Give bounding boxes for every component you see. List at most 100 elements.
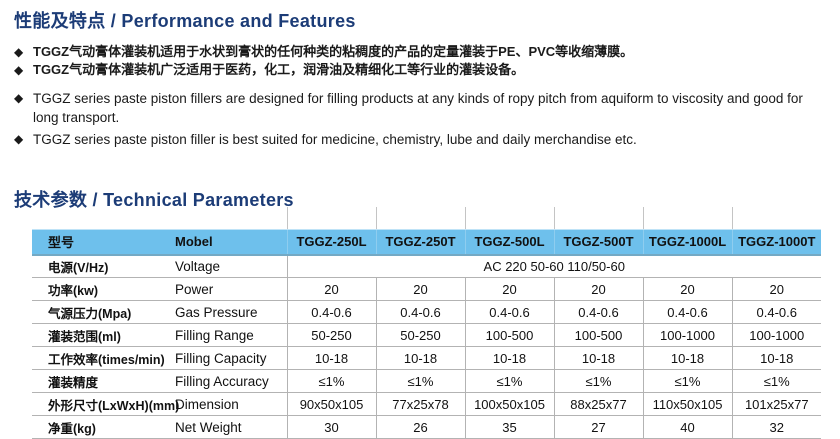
column-tick-line <box>554 207 555 229</box>
row-label-cn: 净重(kg) <box>32 415 175 439</box>
features-bullets-english: ◆ TGGZ series paste piston fillers are d… <box>14 89 826 152</box>
features-bullets-chinese: ◆ TGGZ气动膏体灌装机适用于水状到膏状的任何种类的粘稠度的产品的定量灌装于P… <box>14 43 834 79</box>
row-label-en: Net Weight <box>175 415 287 439</box>
header-model-name: TGGZ-1000L <box>642 229 732 256</box>
cell-value: ≤1% <box>553 369 643 393</box>
cell-value: 26 <box>375 415 465 439</box>
cell-value: 0.4-0.6 <box>642 300 732 324</box>
column-tick-line <box>732 207 733 229</box>
parameters-section-title: 技术参数 / Technical Parameters <box>14 190 294 210</box>
cell-value: 100-500 <box>464 323 554 347</box>
diamond-bullet-icon: ◆ <box>14 132 24 146</box>
cell-value: 40 <box>642 415 732 439</box>
table-row-filling-accuracy: 灌装精度 Filling Accuracy ≤1% ≤1% ≤1% ≤1% ≤1… <box>32 369 821 393</box>
row-label-cn: 灌装精度 <box>32 369 175 393</box>
features-section-title: 性能及特点 / Performance and Features <box>14 11 356 31</box>
row-label-cn: 外形尺寸(LxWxH)(mm) <box>32 392 179 416</box>
cell-value: ≤1% <box>464 369 554 393</box>
header-model-label-cn: 型号 <box>32 229 175 256</box>
cell-value: ≤1% <box>642 369 732 393</box>
cell-value: 101x25x77 <box>731 392 821 416</box>
row-label-cn: 工作效率(times/min) <box>32 346 175 370</box>
cell-value: 90x50x105 <box>286 392 376 416</box>
table-row-dimension: 外形尺寸(LxWxH)(mm) Dimension 90x50x105 77x2… <box>32 392 821 416</box>
feature-bullet-en-text: TGGZ series paste piston fillers are des… <box>33 91 803 125</box>
row-label-en: Power <box>175 277 287 301</box>
column-tick-line <box>287 207 288 229</box>
row-label-cn: 功率(kw) <box>32 277 175 301</box>
row-label-en: Voltage <box>175 254 287 278</box>
row-label-cn: 灌装范围(ml) <box>32 323 175 347</box>
technical-parameters-table-wrap: 型号 Mobel TGGZ-250L TGGZ-250T TGGZ-500L T… <box>32 207 822 439</box>
column-tick-line <box>643 207 644 229</box>
feature-bullet-cn: ◆ TGGZ气动膏体灌装机适用于水状到膏状的任何种类的粘稠度的产品的定量灌装于P… <box>14 43 834 61</box>
feature-bullet-en: ◆ TGGZ series paste piston fillers are d… <box>14 89 826 127</box>
table-row-voltage: 电源(V/Hz) Voltage AC 220 50-60 110/50-60 <box>32 254 821 278</box>
cell-value: ≤1% <box>286 369 376 393</box>
cell-value: 77x25x78 <box>375 392 465 416</box>
row-label-en: Dimension <box>175 392 287 416</box>
diamond-bullet-icon: ◆ <box>14 63 24 77</box>
cell-value: 100-500 <box>553 323 643 347</box>
row-label-en: Filling Accuracy <box>175 369 287 393</box>
cell-value: 50-250 <box>286 323 376 347</box>
voltage-merged-value: AC 220 50-60 110/50-60 <box>286 254 821 278</box>
column-tick-line <box>376 207 377 229</box>
table-row-gas-pressure: 气源压力(Mpa) Gas Pressure 0.4-0.6 0.4-0.6 0… <box>32 300 821 324</box>
cell-value: 30 <box>286 415 376 439</box>
cell-value: 32 <box>731 415 821 439</box>
row-label-cn: 电源(V/Hz) <box>32 254 175 278</box>
cell-value: 110x50x105 <box>642 392 732 416</box>
row-label-cn: 气源压力(Mpa) <box>32 300 175 324</box>
feature-bullet-cn-text: TGGZ气动膏体灌装机广泛适用于医药，化工，润滑油及精细化工等行业的灌装设备。 <box>33 62 525 77</box>
table-row-power: 功率(kw) Power 20 20 20 20 20 20 <box>32 277 821 301</box>
cell-value: 100-1000 <box>731 323 821 347</box>
table-row-filling-capacity: 工作效率(times/min) Filling Capacity 10-18 1… <box>32 346 821 370</box>
cell-value: 20 <box>375 277 465 301</box>
cell-value: ≤1% <box>731 369 821 393</box>
cell-value: 10-18 <box>731 346 821 370</box>
cell-value: 88x25x77 <box>553 392 643 416</box>
cell-value: ≤1% <box>375 369 465 393</box>
cell-value: 0.4-0.6 <box>375 300 465 324</box>
row-label-en: Filling Range <box>175 323 287 347</box>
cell-value: 27 <box>553 415 643 439</box>
feature-bullet-en-text: TGGZ series paste piston filler is best … <box>33 132 637 147</box>
header-model-name: TGGZ-250L <box>286 229 376 256</box>
header-model-label-en: Mobel <box>175 229 287 256</box>
header-model-name: TGGZ-250T <box>375 229 465 256</box>
cell-value: 20 <box>464 277 554 301</box>
feature-bullet-cn: ◆ TGGZ气动膏体灌装机广泛适用于医药，化工，润滑油及精细化工等行业的灌装设备… <box>14 61 834 79</box>
column-tick-line <box>465 207 466 229</box>
cell-value: 50-250 <box>375 323 465 347</box>
cell-value: 0.4-0.6 <box>731 300 821 324</box>
cell-value: 20 <box>642 277 732 301</box>
feature-bullet-cn-text: TGGZ气动膏体灌装机适用于水状到膏状的任何种类的粘稠度的产品的定量灌装于PE、… <box>33 44 634 59</box>
header-model-name: TGGZ-500L <box>464 229 554 256</box>
cell-value: 20 <box>731 277 821 301</box>
cell-value: 0.4-0.6 <box>464 300 554 324</box>
row-label-en: Filling Capacity <box>175 346 287 370</box>
table-header-row: 型号 Mobel TGGZ-250L TGGZ-250T TGGZ-500L T… <box>32 229 821 256</box>
technical-parameters-table: 型号 Mobel TGGZ-250L TGGZ-250T TGGZ-500L T… <box>32 229 821 439</box>
row-label-en: Gas Pressure <box>175 300 287 324</box>
cell-value: 10-18 <box>286 346 376 370</box>
cell-value: 0.4-0.6 <box>286 300 376 324</box>
cell-value: 35 <box>464 415 554 439</box>
feature-bullet-en: ◆ TGGZ series paste piston filler is bes… <box>14 130 826 149</box>
diamond-bullet-icon: ◆ <box>14 91 24 105</box>
cell-value: 10-18 <box>375 346 465 370</box>
table-row-net-weight: 净重(kg) Net Weight 30 26 35 27 40 32 <box>32 415 821 439</box>
diamond-bullet-icon: ◆ <box>14 45 24 59</box>
table-row-filling-range: 灌装范围(ml) Filling Range 50-250 50-250 100… <box>32 323 821 347</box>
cell-value: 0.4-0.6 <box>553 300 643 324</box>
header-model-name: TGGZ-500T <box>553 229 643 256</box>
cell-value: 100-1000 <box>642 323 732 347</box>
cell-value: 20 <box>553 277 643 301</box>
cell-value: 10-18 <box>464 346 554 370</box>
cell-value: 20 <box>286 277 376 301</box>
cell-value: 100x50x105 <box>464 392 554 416</box>
header-model-name: TGGZ-1000T <box>731 229 821 256</box>
cell-value: 10-18 <box>553 346 643 370</box>
